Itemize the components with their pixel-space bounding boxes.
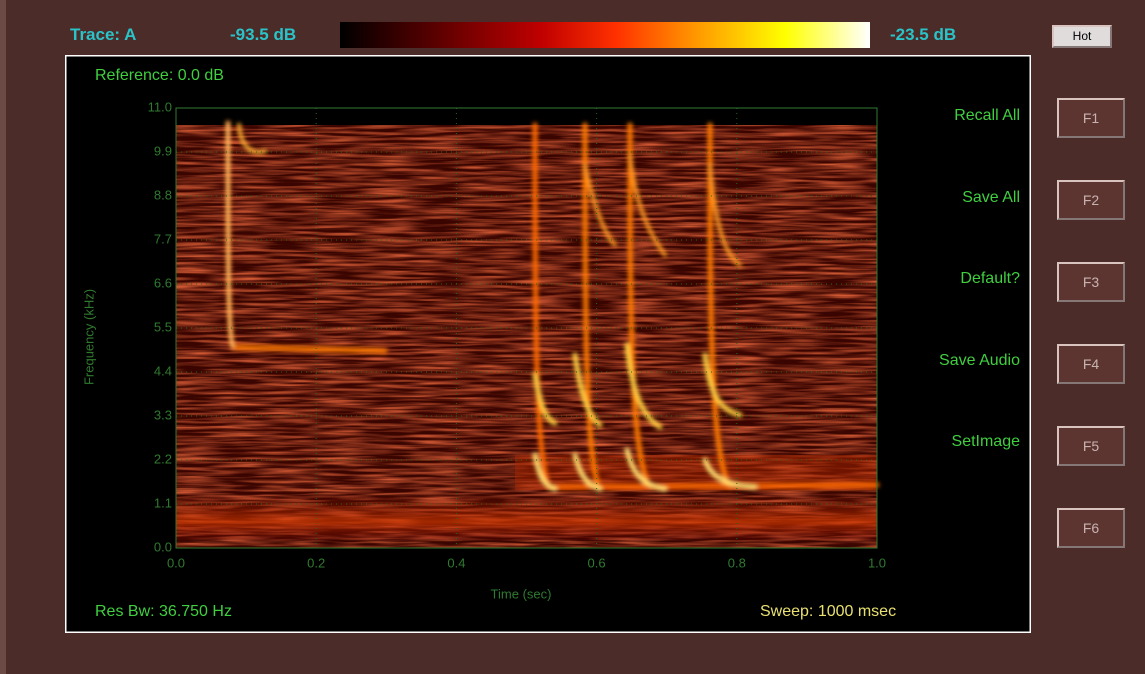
x-tick-label: 0.8 bbox=[728, 555, 746, 570]
y-tick-label: 11.0 bbox=[148, 99, 172, 114]
min-level: -93.5 dB bbox=[230, 25, 296, 45]
resolution-bandwidth: Res Bw: 36.750 Hz bbox=[95, 603, 232, 620]
sweep-time: Sweep: 1000 msec bbox=[760, 603, 896, 620]
window-edge bbox=[0, 0, 6, 674]
y-tick-label: 0.0 bbox=[154, 539, 172, 554]
y-tick-label: 2.2 bbox=[154, 451, 172, 466]
x-tick-label: 0.4 bbox=[447, 555, 465, 570]
palette-button[interactable]: Hot bbox=[1052, 25, 1112, 48]
softkey-button[interactable]: F2 bbox=[1057, 180, 1125, 220]
x-tick-label: 1.0 bbox=[868, 555, 886, 570]
y-tick-label: 7.7 bbox=[154, 231, 172, 246]
y-tick-label: 6.6 bbox=[154, 275, 172, 290]
menu-label: Save All bbox=[962, 189, 1020, 207]
x-tick-label: 0.2 bbox=[307, 555, 325, 570]
x-tick-label: 0.6 bbox=[588, 555, 606, 570]
spectrogram-panel: Reference: 0.0 dB Res Bw: 36.750 Hz Swee… bbox=[65, 55, 1031, 633]
y-tick-label: 8.8 bbox=[154, 187, 172, 202]
y-tick-label: 9.9 bbox=[154, 143, 172, 158]
menu-label: Save Audio bbox=[939, 352, 1020, 370]
softkey-button[interactable]: F4 bbox=[1057, 344, 1125, 384]
softkey-button[interactable]: F6 bbox=[1057, 508, 1125, 548]
menu-label: SetImage bbox=[952, 433, 1020, 451]
app-window: {"header": {"trace": "Trace: A", "min_le… bbox=[0, 0, 1145, 674]
softkey-button[interactable]: F1 bbox=[1057, 98, 1125, 138]
max-level: -23.5 dB bbox=[890, 25, 956, 45]
y-tick-label: 3.3 bbox=[154, 407, 172, 422]
y-tick-label: 1.1 bbox=[154, 495, 172, 510]
y-axis-label: Frequency (kHz) bbox=[81, 289, 96, 385]
softkey-button[interactable]: F5 bbox=[1057, 426, 1125, 466]
menu-label: Recall All bbox=[954, 107, 1020, 125]
color-scale bbox=[340, 22, 870, 48]
softkey-button[interactable]: F3 bbox=[1057, 262, 1125, 302]
x-tick-label: 0.0 bbox=[167, 555, 185, 570]
spectrogram-image bbox=[176, 123, 877, 548]
reference-level: Reference: 0.0 dB bbox=[95, 67, 224, 84]
y-tick-label: 4.4 bbox=[154, 363, 172, 378]
menu-label: Default? bbox=[960, 270, 1020, 288]
y-tick-label: 5.5 bbox=[154, 319, 172, 334]
trace-label: Trace: A bbox=[70, 25, 136, 45]
x-axis-label: Time (sec) bbox=[491, 586, 552, 601]
